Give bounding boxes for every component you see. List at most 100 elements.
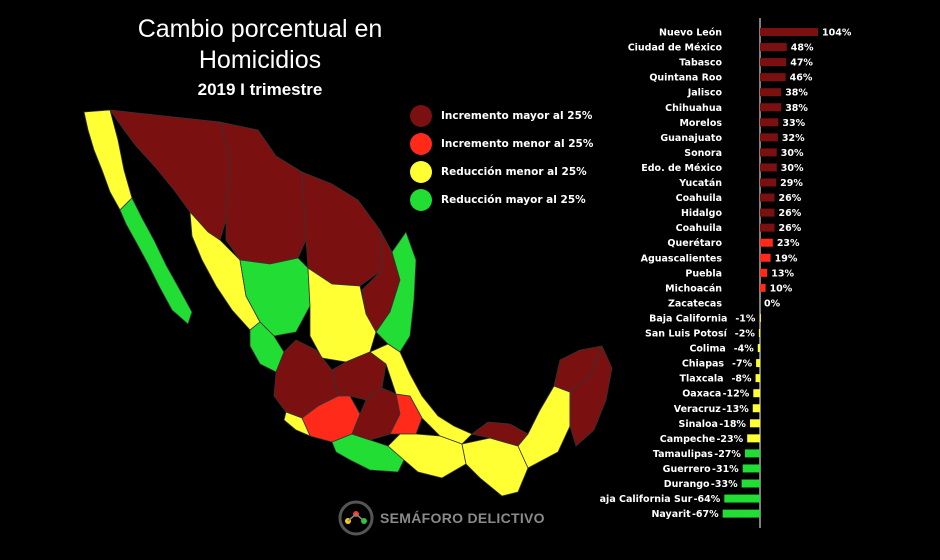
category-label: Coahuila (676, 193, 722, 204)
bar-14 (760, 238, 773, 247)
logo-text: SEMÁFORO DELICTIVO (380, 510, 545, 526)
bar-25 (752, 404, 760, 413)
category-label: Morelos (679, 118, 722, 129)
value-label: -4% (734, 344, 755, 355)
bar-27 (747, 434, 760, 443)
category-label: Durango (664, 479, 710, 490)
category-label: Chihuahua (665, 103, 722, 114)
bar-20 (758, 329, 761, 337)
category-label: Nayarit (651, 509, 691, 520)
map-region-chihuahua (219, 121, 307, 265)
value-label: -23% (716, 434, 743, 445)
map-region-quintana-roo (569, 344, 613, 447)
legend-label: Reducción mayor al 25% (441, 194, 586, 206)
value-label: -33% (711, 479, 738, 490)
bar-3 (760, 73, 786, 82)
bar-30 (741, 479, 760, 488)
legend-swatch-dark-red (410, 105, 432, 127)
bar-9 (760, 163, 777, 172)
chart-title: Cambio porcentual en Homicidios (137, 15, 383, 74)
bar-12 (760, 208, 775, 217)
category-label: Veracruz (674, 404, 721, 415)
category-label: Querétaro (667, 238, 722, 249)
legend-item-reduction-low: Reducción menor al 25% (410, 160, 593, 184)
category-label: Guanajuato (660, 133, 722, 144)
category-label: Aguascalientes (641, 253, 723, 264)
map-region-baja-california-sur (119, 197, 193, 325)
category-label: Campeche (660, 434, 715, 445)
category-label: Ciudad de México (628, 43, 723, 54)
value-label: -2% (735, 329, 756, 340)
bar-28 (744, 449, 760, 458)
legend-swatch-yellow (410, 161, 432, 183)
category-label: Quintana Roo (649, 73, 722, 84)
category-label: San Luis Potosí (645, 329, 728, 340)
bar-17 (760, 283, 766, 292)
value-label: 47% (790, 58, 813, 69)
category-label: Tlaxcala (680, 374, 724, 385)
bar-26 (749, 419, 760, 428)
bar-32 (722, 509, 760, 518)
map-region-colima (283, 411, 311, 437)
chart-subtitle: 2019 I trimestre (197, 80, 323, 99)
legend-label: Incremento menor al 25% (441, 138, 594, 150)
value-label: 29% (780, 178, 803, 189)
bar-10 (760, 178, 777, 187)
bar-2 (760, 58, 787, 67)
legend-item-reduction-high: Reducción mayor al 25% (410, 188, 593, 212)
category-label: Baja California (649, 313, 727, 324)
value-label: -27% (714, 449, 741, 460)
bar-23 (755, 374, 760, 383)
legend-swatch-red (410, 133, 432, 155)
logo: SEMÁFORO DELICTIVO (338, 500, 545, 536)
map-region-nayarit (249, 321, 285, 373)
value-label: 104% (822, 28, 852, 39)
bar-22 (756, 359, 760, 368)
category-label: Guerrero (663, 464, 712, 475)
bar-15 (760, 253, 771, 262)
legend-swatch-green (410, 189, 432, 211)
value-label: 32% (782, 133, 805, 144)
value-label: 48% (791, 43, 814, 54)
bar-29 (742, 464, 760, 473)
value-label: 30% (781, 148, 804, 159)
map-region-durango (239, 257, 311, 337)
category-label: Jalisco (687, 88, 723, 99)
bar-8 (760, 148, 777, 157)
value-label: 10% (770, 283, 793, 294)
category-label: Michoacán (665, 283, 722, 294)
value-label: 33% (782, 118, 805, 129)
bar-chart: Nuevo León 104% Ciudad de México 48% Tabasco… (600, 18, 852, 528)
value-label: 19% (775, 253, 798, 264)
legend: Incremento mayor al 25% Incremento menor… (410, 104, 593, 216)
category-label: Tamaulipas (653, 449, 713, 460)
value-label: 26% (779, 208, 802, 219)
bar-1 (760, 43, 787, 52)
category-label: Nuevo León (659, 28, 722, 39)
value-label: 26% (779, 193, 802, 204)
bar-16 (760, 268, 768, 277)
category-label: Tabasco (679, 58, 722, 69)
value-label: -1% (735, 313, 756, 324)
value-label: -12% (723, 389, 750, 400)
bar-24 (753, 389, 760, 398)
category-label: Coahuila (676, 223, 722, 234)
map-region-coahuila (301, 171, 383, 287)
bar-19 (759, 313, 761, 322)
category-label: Oaxaca (682, 389, 721, 400)
value-label: 23% (777, 238, 800, 249)
category-label: Zacatecas (668, 298, 722, 309)
value-label: -8% (731, 374, 752, 385)
bar-6 (760, 118, 779, 127)
value-label: 38% (785, 103, 808, 114)
mexico-map (83, 109, 613, 497)
category-label: Puebla (685, 268, 722, 279)
category-label: Colima (689, 344, 725, 355)
category-label: Baja California Sur (600, 494, 693, 505)
map-region-campeche (517, 385, 571, 469)
semaforo-logo-icon (338, 500, 374, 536)
bar-13 (760, 223, 775, 232)
value-label: 0% (764, 298, 781, 309)
value-label: -67% (692, 509, 719, 520)
value-label: -64% (694, 494, 721, 505)
